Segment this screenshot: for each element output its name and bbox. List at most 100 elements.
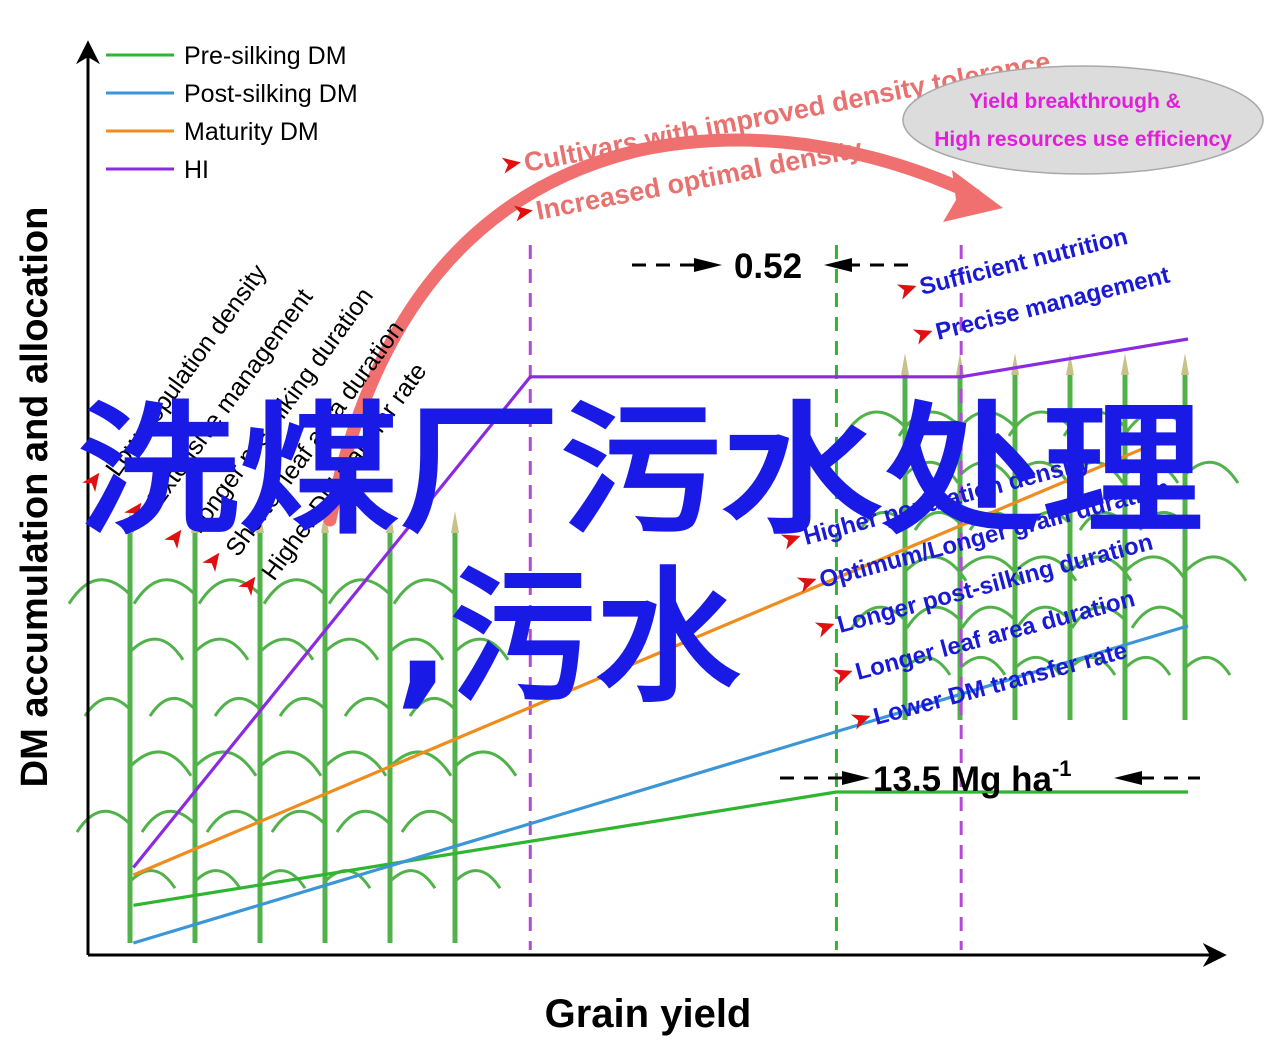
plant-leaf <box>1013 460 1070 484</box>
left-factor-bullet-icon-5 <box>238 576 256 596</box>
plant-leaf <box>897 410 962 437</box>
maize-plant-icon <box>132 511 258 943</box>
left-factor-bullet-icon-3 <box>164 529 182 549</box>
hi-gap-arrow-right-icon <box>694 258 722 272</box>
plant-leaf <box>335 809 392 833</box>
maize-plant-icon <box>197 511 323 943</box>
series-line-1 <box>133 790 1188 907</box>
plant-leaf <box>960 605 1017 629</box>
plant-leaf <box>1123 555 1188 582</box>
axes <box>76 40 1227 967</box>
plant-leaf <box>842 410 907 437</box>
plant-leaf <box>958 656 1007 676</box>
plant-tassel <box>1011 353 1019 375</box>
plant-leaf <box>193 637 250 661</box>
yield-breakthrough-ellipse: Yield breakthrough & High resources use … <box>902 65 1264 175</box>
plant-leaf <box>903 656 952 676</box>
plant-tassel <box>256 511 264 533</box>
plant-leaf <box>408 697 457 717</box>
maize-plant-icon <box>952 353 1078 720</box>
plant-leaf <box>392 578 457 605</box>
plant-leaf <box>1062 410 1127 437</box>
plant-leaf <box>388 637 445 661</box>
plant-leaf <box>1070 605 1127 629</box>
maize-plants <box>67 353 1248 943</box>
dm-gap-arrow-left-icon <box>1114 771 1142 785</box>
curved-arrow-head-icon <box>943 170 1003 222</box>
plant-leaf <box>323 637 380 661</box>
plant-leaf <box>197 578 262 605</box>
right-bottom-bullet-icon-2 <box>796 577 817 593</box>
plant-leaf <box>128 637 185 661</box>
plant-leaf <box>1122 410 1187 437</box>
plant-tassel <box>191 511 199 533</box>
plant-leaf <box>1183 656 1232 676</box>
right-bottom-bullet-icon-1 <box>780 534 801 550</box>
plant-leaf <box>453 750 518 777</box>
plant-leaf <box>262 578 327 605</box>
plant-leaf <box>453 869 502 890</box>
plant-leaf <box>270 809 327 833</box>
right-top-bullet-icon-2 <box>912 329 933 345</box>
ellipse-line-1: Yield breakthrough & <box>969 90 1181 113</box>
series-line-2 <box>132 624 1189 945</box>
plant-leaf <box>905 605 962 629</box>
guide-lines <box>528 245 963 950</box>
plant-leaf <box>128 869 177 890</box>
watermark-line-1: 洗煤厂污水处理 <box>78 389 1203 554</box>
plant-leaf <box>258 637 315 661</box>
plant-leaf <box>1078 511 1127 531</box>
dm-gap-label: 13.5 Mg ha-1 <box>873 756 1072 799</box>
plant-leaf <box>75 809 132 833</box>
plant-leaf <box>1123 460 1180 484</box>
plant-leaf <box>1007 410 1072 437</box>
arrow-label-bullet-icon-1 <box>501 157 521 174</box>
plant-leaf <box>952 410 1017 437</box>
plant-leaf <box>388 869 437 890</box>
plant-leaf <box>913 511 962 531</box>
plant-leaf <box>132 578 197 605</box>
left-factor-bullet-icon-4 <box>202 552 220 572</box>
plant-tassel <box>901 353 909 375</box>
plant-leaf <box>83 697 132 717</box>
plant-leaf <box>1068 656 1117 676</box>
series-lines <box>132 337 1189 945</box>
plant-leaf <box>400 809 457 833</box>
plant-tassel <box>1181 353 1189 375</box>
plant-leaf <box>1013 656 1062 676</box>
right-bottom-bullet-icon-5 <box>850 714 871 730</box>
plant-leaf <box>1138 511 1187 531</box>
arrow-label-bullet-icon-2 <box>513 205 533 222</box>
plant-leaf <box>1068 460 1125 484</box>
plant-tassel <box>386 511 394 533</box>
plant-leaf <box>1183 555 1248 582</box>
plant-tassel <box>126 511 134 533</box>
dm-gap-exponent: -1 <box>1052 756 1072 781</box>
plant-leaf <box>128 750 193 777</box>
maize-plant-icon <box>67 511 193 943</box>
ellipse-shape <box>902 65 1264 175</box>
hi-gap-label: 0.52 <box>734 247 802 286</box>
plant-leaf <box>1023 511 1072 531</box>
plant-leaf <box>140 809 197 833</box>
plant-leaf <box>903 460 960 484</box>
left-factor-bullet-icon-2 <box>124 502 142 522</box>
maize-plant-icon <box>327 511 453 943</box>
watermark-line-2: ,污水 <box>395 554 741 723</box>
dm-gap-value: 13.5 Mg ha <box>873 760 1052 799</box>
plant-leaf <box>327 578 392 605</box>
curved-arrow-shaft <box>323 133 982 527</box>
series-line-3 <box>132 428 1189 877</box>
plant-leaf <box>278 697 327 717</box>
plant-leaf <box>1183 460 1240 484</box>
legend-label-4: HI <box>184 156 209 184</box>
plant-leaf <box>205 809 262 833</box>
y-axis-title: DM accumulation and allocation <box>14 207 56 788</box>
series-line-4 <box>132 337 1189 869</box>
legend: Pre-silking DM Post-silking DM Maturity DM… <box>106 42 358 184</box>
gap-annotations: 0.52 13.5 Mg ha-1 <box>632 247 1200 799</box>
curved-arrow <box>323 133 1003 527</box>
plant-leaf <box>1015 605 1072 629</box>
right-top-bullet-icon-1 <box>896 284 917 300</box>
